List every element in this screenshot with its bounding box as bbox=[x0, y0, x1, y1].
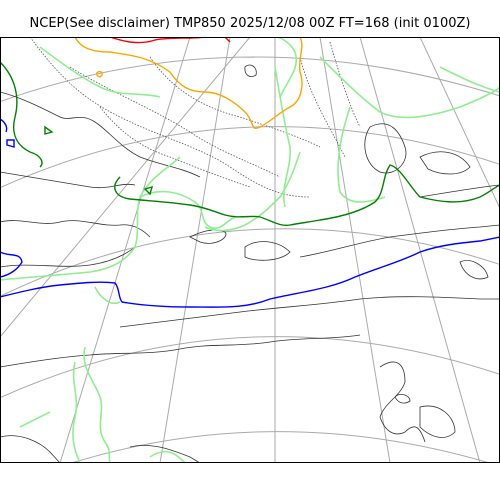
coastlines bbox=[0, 64, 500, 463]
weather-map bbox=[0, 37, 500, 463]
isotherm-light-green bbox=[0, 37, 500, 463]
graticule-latitudes bbox=[0, 56, 500, 463]
graticule-meridians bbox=[0, 37, 500, 463]
map-title: NCEP(See disclaimer) TMP850 2025/12/08 0… bbox=[29, 16, 471, 31]
dotted-contours bbox=[29, 37, 361, 198]
map-panel bbox=[0, 37, 500, 463]
isotherm-blue bbox=[0, 118, 500, 308]
isotherm-green bbox=[0, 61, 500, 227]
isotherm-orange bbox=[74, 37, 303, 129]
